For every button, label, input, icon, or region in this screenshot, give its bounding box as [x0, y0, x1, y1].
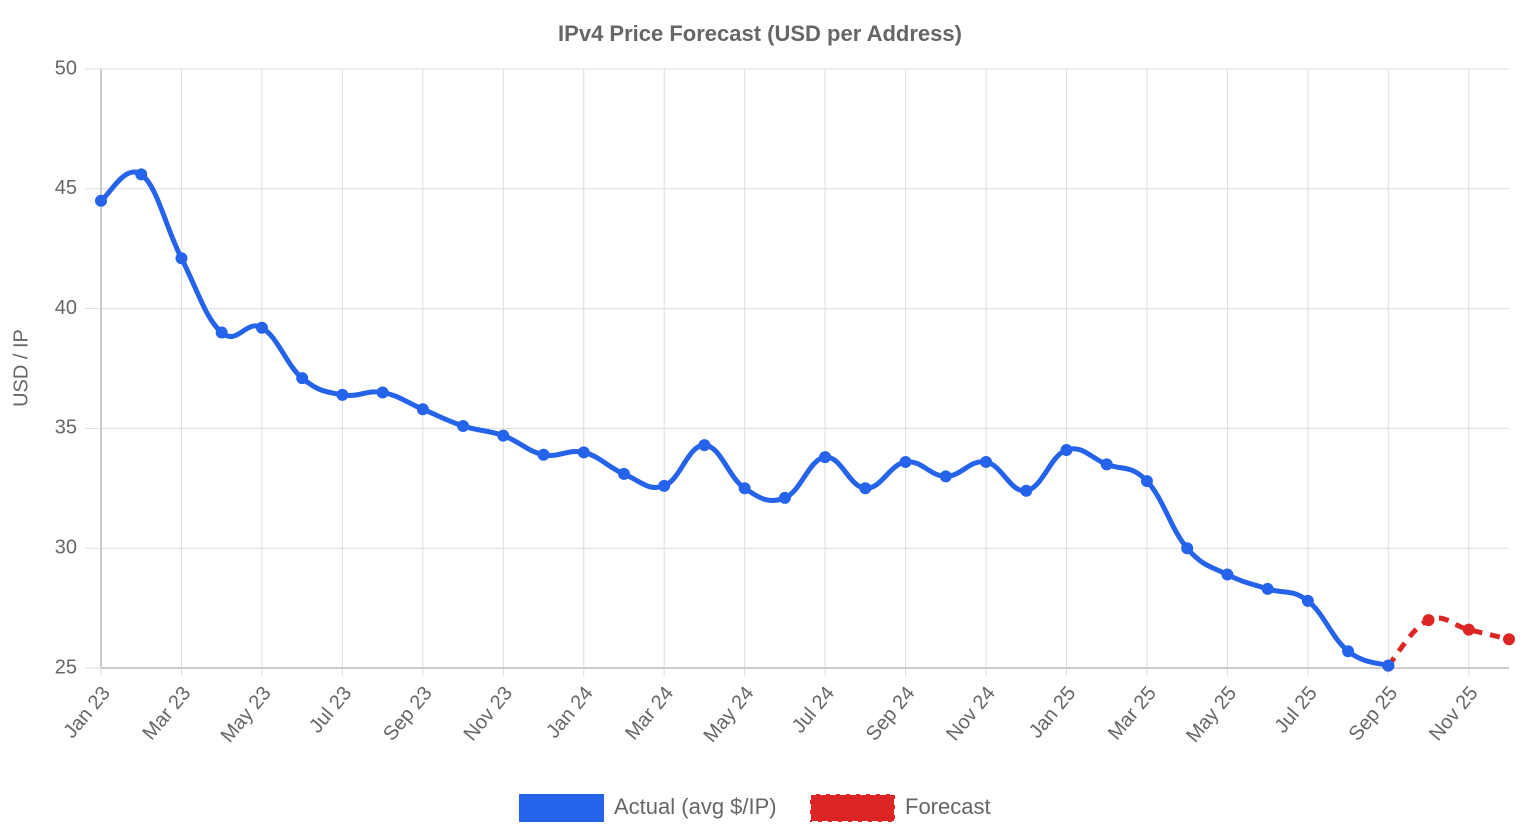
point [1342, 645, 1355, 658]
point [1181, 542, 1194, 555]
point [1261, 582, 1274, 595]
y-tick-label: 25 [55, 656, 77, 678]
point [376, 386, 389, 399]
x-tick-label: Mar 25 [1104, 682, 1161, 744]
point [336, 388, 349, 401]
point [1462, 623, 1475, 636]
point [1140, 475, 1153, 488]
legend-swatch [809, 793, 896, 823]
x-tick-label: May 25 [1182, 682, 1241, 746]
x-tick-label: Jul 25 [1271, 682, 1322, 737]
x-tick-label: May 23 [217, 682, 276, 746]
point [1503, 633, 1515, 646]
point [1060, 443, 1073, 456]
point [296, 372, 309, 385]
point [497, 429, 510, 442]
y-tick-label: 30 [55, 536, 77, 558]
y-tick-label: 35 [55, 417, 77, 439]
y-tick-label: 50 [55, 57, 77, 79]
x-tick-label: Jul 24 [788, 682, 839, 737]
x-tick-label: Jan 24 [542, 682, 597, 742]
x-tick-label: Nov 25 [1425, 682, 1483, 745]
point [1020, 484, 1033, 497]
x-tick-label: Jan 25 [1025, 682, 1080, 742]
point [255, 321, 268, 334]
y-tick-label: 40 [55, 297, 77, 319]
point [658, 479, 671, 492]
point [1100, 458, 1113, 471]
x-tick-label: Nov 23 [460, 682, 518, 745]
point [537, 448, 550, 461]
x-tick-label: Sep 24 [862, 682, 920, 745]
point [175, 252, 188, 265]
x-tick-label: Mar 24 [621, 682, 678, 744]
legend-label: Actual (avg $/IP) [614, 794, 777, 819]
point [738, 482, 751, 495]
x-tick-label: Sep 25 [1345, 682, 1403, 745]
line-series [1386, 615, 1510, 668]
legend-label: Forecast [905, 794, 991, 819]
point [1221, 568, 1234, 581]
point [95, 194, 107, 207]
point [1422, 614, 1435, 627]
point [698, 439, 711, 452]
legend-swatch [519, 794, 604, 822]
point [899, 455, 912, 468]
point [819, 451, 832, 464]
x-tick-label: Nov 24 [942, 682, 1000, 745]
x-tick-label: Jul 23 [305, 682, 356, 737]
point [778, 491, 791, 504]
point [980, 455, 993, 468]
point [457, 420, 470, 433]
x-tick-label: May 24 [700, 682, 759, 746]
x-tick-label: Jan 23 [59, 682, 114, 742]
y-tick-label: 45 [55, 177, 77, 199]
point [859, 482, 872, 495]
x-tick-label: Mar 23 [138, 682, 195, 744]
point [416, 403, 429, 416]
x-tick-label: Sep 23 [379, 682, 437, 745]
point [1301, 594, 1314, 607]
point [939, 470, 952, 483]
point [215, 326, 228, 339]
point [1382, 659, 1395, 672]
y-axis-title: USD / IP [10, 329, 32, 407]
point [617, 467, 630, 480]
point [135, 168, 148, 181]
chart-title: IPv4 Price Forecast (USD per Address) [558, 21, 962, 46]
point [577, 446, 590, 459]
